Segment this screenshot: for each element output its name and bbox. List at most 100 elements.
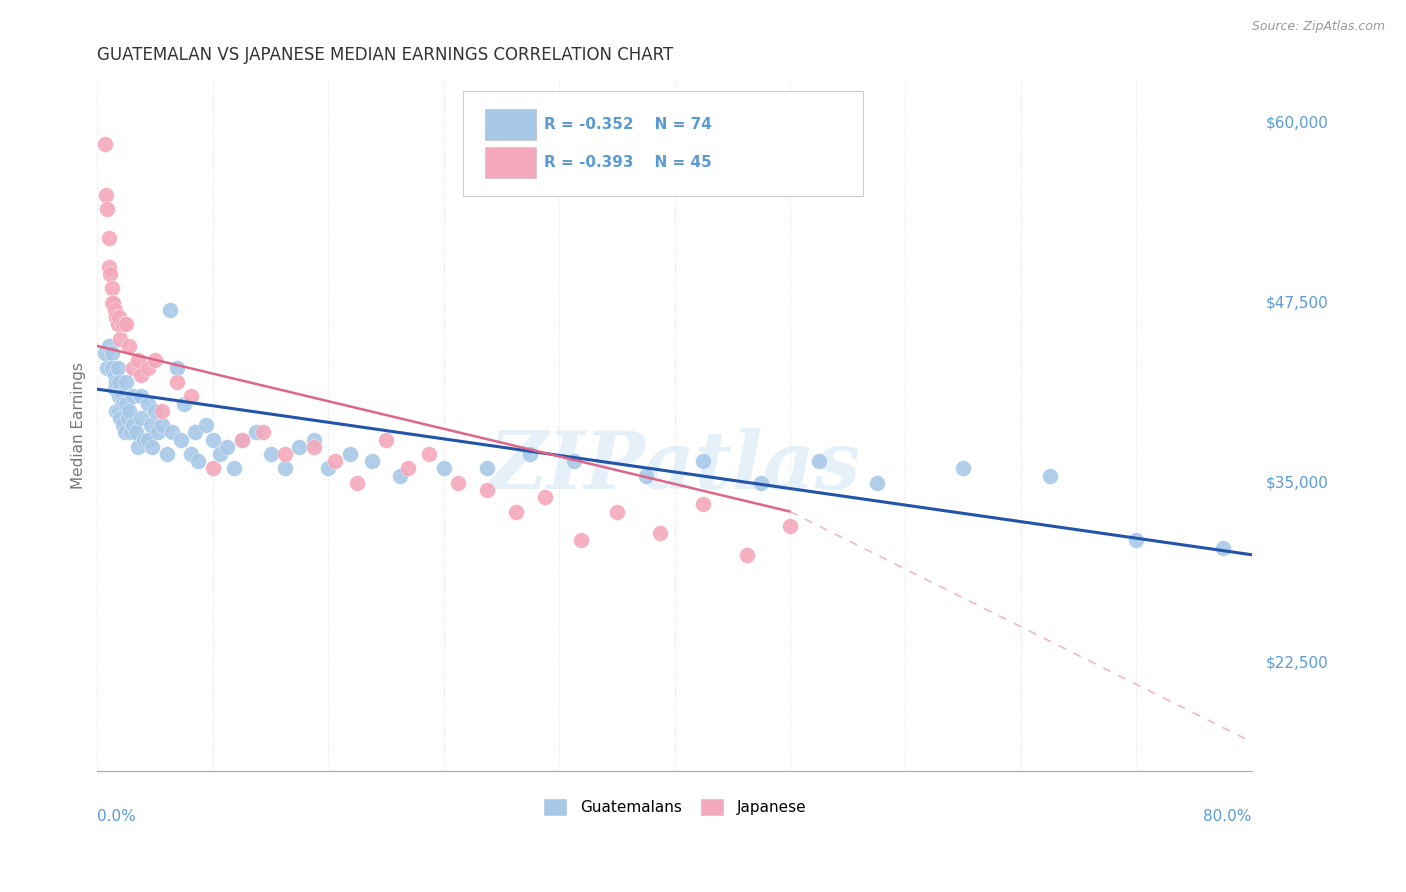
Point — [433, 461, 456, 475]
Point — [217, 440, 239, 454]
Point — [132, 433, 155, 447]
FancyBboxPatch shape — [485, 146, 536, 178]
Point — [122, 360, 145, 375]
Point — [634, 468, 657, 483]
Point — [127, 440, 149, 454]
Point — [105, 310, 128, 325]
Point — [1039, 468, 1062, 483]
Point — [807, 454, 830, 468]
Text: R = -0.393    N = 45: R = -0.393 N = 45 — [544, 155, 711, 170]
Text: 0.0%: 0.0% — [97, 809, 136, 823]
Point — [252, 425, 274, 440]
Point — [201, 461, 224, 475]
Text: ZIPatlas: ZIPatlas — [488, 428, 860, 506]
Point — [692, 454, 714, 468]
Point — [125, 425, 148, 440]
Point — [104, 382, 127, 396]
Point — [1212, 541, 1234, 555]
Point — [105, 404, 128, 418]
Point — [475, 461, 498, 475]
Point — [105, 375, 128, 389]
Point — [127, 353, 149, 368]
FancyBboxPatch shape — [485, 109, 536, 140]
Point — [396, 461, 419, 475]
Text: $35,000: $35,000 — [1265, 475, 1329, 491]
Point — [98, 267, 121, 281]
Point — [302, 440, 325, 454]
Point — [101, 281, 124, 295]
Point — [865, 475, 887, 490]
Point — [96, 360, 118, 375]
Point — [97, 260, 120, 274]
Point — [108, 310, 131, 325]
FancyBboxPatch shape — [464, 91, 863, 195]
Point — [136, 360, 159, 375]
Point — [146, 425, 169, 440]
Point — [93, 346, 115, 360]
Text: $47,500: $47,500 — [1265, 295, 1329, 310]
Text: $22,500: $22,500 — [1265, 656, 1329, 670]
Point — [150, 404, 173, 418]
Point — [108, 389, 131, 403]
Point — [129, 368, 152, 382]
Text: $60,000: $60,000 — [1265, 115, 1329, 130]
Point — [122, 418, 145, 433]
Point — [952, 461, 974, 475]
Point — [115, 375, 138, 389]
Point — [194, 418, 217, 433]
Point — [288, 440, 311, 454]
Point — [208, 447, 231, 461]
Point — [316, 461, 339, 475]
Point — [692, 497, 714, 511]
Point — [120, 425, 142, 440]
Point — [108, 375, 131, 389]
Point — [606, 505, 628, 519]
Point — [96, 202, 118, 217]
Point — [259, 447, 281, 461]
Point — [187, 454, 209, 468]
Point — [302, 433, 325, 447]
Point — [117, 411, 139, 425]
Point — [231, 433, 253, 447]
Point — [274, 447, 297, 461]
Point — [110, 411, 132, 425]
Point — [115, 318, 138, 332]
Point — [112, 318, 135, 332]
Point — [375, 433, 398, 447]
Text: 80.0%: 80.0% — [1204, 809, 1251, 823]
Point — [111, 389, 134, 403]
Point — [159, 303, 181, 318]
Point — [325, 454, 347, 468]
Point — [101, 346, 124, 360]
Point — [1125, 533, 1147, 548]
Point — [94, 187, 117, 202]
Point — [129, 389, 152, 403]
Point — [118, 339, 141, 353]
Point — [110, 332, 132, 346]
Point — [749, 475, 772, 490]
Point — [104, 303, 127, 318]
Point — [101, 295, 124, 310]
Point — [115, 396, 138, 410]
Text: R = -0.352    N = 74: R = -0.352 N = 74 — [544, 117, 711, 132]
Point — [475, 483, 498, 497]
Point — [224, 461, 246, 475]
Point — [389, 468, 412, 483]
Point — [779, 519, 801, 533]
Legend: Guatemalans, Japanese: Guatemalans, Japanese — [537, 792, 813, 822]
Point — [141, 440, 163, 454]
Point — [447, 475, 470, 490]
Point — [156, 447, 179, 461]
Point — [180, 447, 202, 461]
Point — [143, 353, 166, 368]
Point — [166, 360, 188, 375]
Point — [184, 425, 207, 440]
Point — [114, 425, 136, 440]
Point — [97, 231, 120, 245]
Point — [103, 295, 125, 310]
Point — [245, 425, 267, 440]
Point — [180, 389, 202, 403]
Point — [136, 433, 159, 447]
Point — [118, 404, 141, 418]
Point — [360, 454, 382, 468]
